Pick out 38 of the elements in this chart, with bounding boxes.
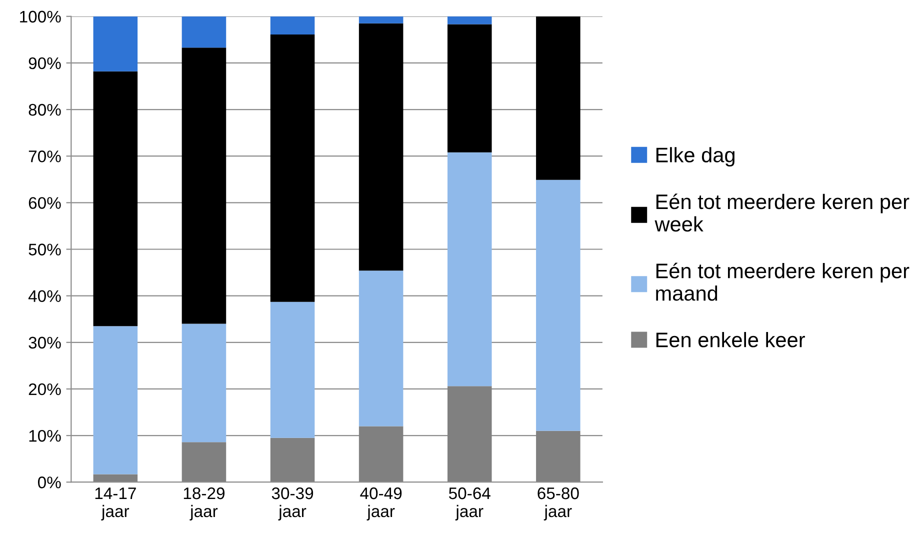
x-tick-label: 30-39 jaar — [272, 487, 314, 520]
bar — [358, 16, 404, 24]
x-tick-label: 50-64 jaar — [448, 487, 490, 520]
bar — [358, 23, 404, 271]
bar — [447, 24, 492, 152]
y-tick-label: 20% — [28, 383, 61, 396]
bar — [182, 16, 226, 48]
x-tick-label: 14-17 jaar — [95, 488, 136, 520]
legend-label: Eén tot meerdere keren per week — [654, 194, 910, 232]
bar — [536, 16, 580, 180]
legend-label: Eén tot meerdere keren per maand — [656, 262, 910, 301]
y-tick-label: 30% — [28, 336, 61, 349]
bar — [358, 270, 404, 426]
y-tick-label: 0% — [38, 476, 61, 488]
x-tick-label: 18-29 jaar — [184, 487, 224, 520]
bar — [270, 16, 315, 35]
y-tick-label: 10% — [29, 430, 61, 442]
y-tick-label: 40% — [28, 290, 61, 302]
legend-label: Een enkele keer — [656, 332, 805, 348]
y-tick-label: 100% — [20, 10, 61, 23]
bar — [270, 34, 315, 302]
y-tick-label: 80% — [28, 104, 61, 116]
legend-label: Elke dag — [656, 147, 734, 167]
bar — [447, 152, 492, 386]
y-tick-label: 90% — [28, 57, 61, 70]
x-tick-label: 65-80 jaar — [538, 487, 579, 520]
bar — [447, 16, 492, 24]
bar — [182, 48, 226, 324]
bar — [536, 180, 580, 431]
y-tick-label: 70% — [28, 150, 61, 162]
bar — [270, 302, 315, 438]
bar — [93, 71, 138, 326]
bar — [93, 326, 138, 474]
bar — [182, 324, 226, 442]
y-tick-label: 60% — [28, 197, 61, 209]
y-tick-label: 50% — [28, 244, 61, 256]
bar — [93, 16, 138, 72]
x-tick-label: 40-49 jaar — [360, 487, 402, 520]
